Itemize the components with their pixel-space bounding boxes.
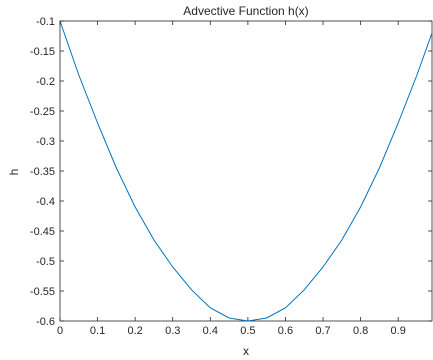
x-tick-label: 0 bbox=[57, 325, 63, 337]
y-axis-title: h bbox=[7, 169, 21, 176]
x-tick-label: 0.2 bbox=[128, 325, 143, 337]
x-tick-label: 0.7 bbox=[315, 325, 330, 337]
y-tick-label: -0.15 bbox=[30, 46, 55, 58]
y-tick-label: -0.3 bbox=[36, 136, 55, 148]
y-tick-label: -0.1 bbox=[36, 16, 55, 28]
x-tick-label: 0.9 bbox=[391, 325, 406, 337]
y-tick-label: -0.5 bbox=[36, 256, 55, 268]
y-tick-label: -0.55 bbox=[30, 286, 55, 298]
y-tick-label: -0.2 bbox=[36, 76, 55, 88]
plot-frame bbox=[59, 20, 433, 322]
y-tick-label: -0.6 bbox=[36, 316, 55, 328]
y-tick-label: -0.35 bbox=[30, 166, 55, 178]
x-tick-label: 0.3 bbox=[165, 325, 180, 337]
y-tick-label: -0.45 bbox=[30, 226, 55, 238]
x-tick-label: 0.8 bbox=[353, 325, 368, 337]
y-tick-label: -0.4 bbox=[36, 196, 55, 208]
plot-area: 0 0.1 0.2 0.3 0.4 0.5 0.6 0.7 0.8 0.9 -0.1 -0.15 -0.… bbox=[30, 16, 433, 337]
y-tick-label: -0.25 bbox=[30, 106, 55, 118]
x-tick-label: 0.1 bbox=[90, 325, 105, 337]
chart-title: Advective Function h(x) bbox=[183, 4, 308, 18]
x-axis-title: x bbox=[243, 344, 249, 358]
x-tick-label: 0.5 bbox=[240, 325, 255, 337]
x-tick-label: 0.4 bbox=[203, 325, 218, 337]
x-tick-label: 0.6 bbox=[278, 325, 293, 337]
